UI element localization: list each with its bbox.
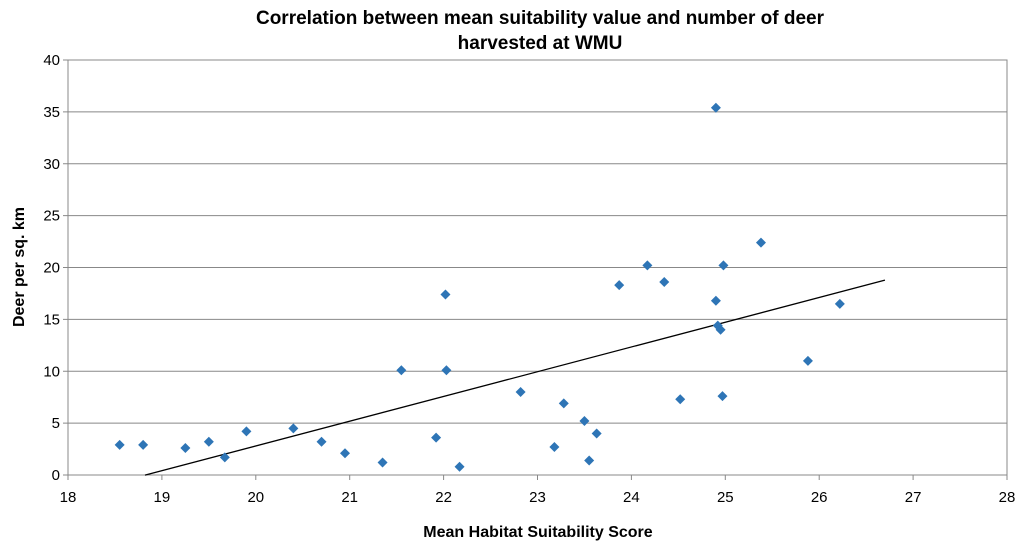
- y-tick-label: 0: [52, 467, 60, 484]
- data-point: [591, 428, 602, 439]
- y-tick-label: 30: [43, 156, 60, 173]
- data-point: [440, 289, 451, 300]
- data-point: [138, 439, 149, 450]
- data-point: [316, 436, 327, 447]
- data-point: [340, 448, 351, 459]
- data-point: [180, 443, 191, 454]
- x-tick-label: 19: [154, 489, 171, 506]
- x-tick-label: 21: [341, 489, 358, 506]
- data-point: [834, 298, 845, 309]
- chart-title-line-1: Correlation between mean suitability val…: [255, 8, 824, 29]
- chart-title: Correlation between mean suitability val…: [60, 6, 1020, 56]
- y-tick-label: 15: [43, 311, 60, 328]
- data-point: [441, 365, 452, 376]
- trendline: [144, 279, 886, 476]
- data-point: [288, 423, 299, 434]
- data-point: [802, 355, 813, 366]
- x-axis-title: Mean Habitat Suitability Score: [423, 524, 652, 541]
- data-point: [659, 277, 670, 288]
- y-tick-label: 10: [43, 363, 60, 380]
- x-tick-label: 18: [60, 489, 77, 506]
- data-point: [642, 260, 653, 271]
- data-point: [558, 398, 569, 409]
- x-tick-label: 26: [811, 489, 828, 506]
- data-point: [718, 260, 729, 271]
- x-tick-label: 23: [529, 489, 546, 506]
- data-point: [549, 441, 560, 452]
- y-tick-label: 40: [43, 52, 60, 69]
- data-point: [584, 455, 595, 466]
- data-point: [715, 324, 726, 335]
- data-point: [675, 394, 686, 405]
- chart-title-line-2: harvested at WMU: [457, 33, 623, 54]
- data-point: [614, 280, 625, 291]
- y-tick-label: 35: [43, 104, 60, 121]
- x-axis-ticks: 18 19 20 21 22 23 24 25 26 27 28: [60, 475, 1016, 506]
- data-point: [241, 426, 252, 437]
- gridlines: [68, 111, 1007, 424]
- data-point: [396, 365, 407, 376]
- data-point: [717, 391, 728, 402]
- y-tick-label: 5: [52, 415, 60, 432]
- data-point: [219, 452, 230, 463]
- y-tick-label: 25: [43, 208, 60, 225]
- data-point: [710, 102, 721, 113]
- data-point: [755, 237, 766, 248]
- y-axis-title: Deer per sq. km: [11, 207, 28, 327]
- x-tick-label: 25: [717, 489, 734, 506]
- x-tick-label: 22: [435, 489, 452, 506]
- data-point: [431, 432, 442, 443]
- x-tick-label: 24: [623, 489, 640, 506]
- y-tick-label: 20: [43, 260, 60, 277]
- x-tick-label: 20: [247, 489, 264, 506]
- data-point: [377, 457, 388, 468]
- data-point: [710, 295, 721, 306]
- data-point: [203, 436, 214, 447]
- data-point: [515, 387, 526, 397]
- x-tick-label: 27: [905, 489, 922, 506]
- data-points: [114, 102, 845, 472]
- x-tick-label: 28: [999, 489, 1016, 506]
- data-point: [454, 461, 465, 472]
- y-axis-ticks: 0 5 10 15 20 25 30 35 40: [43, 52, 68, 484]
- data-point: [579, 416, 590, 427]
- data-point: [114, 439, 125, 450]
